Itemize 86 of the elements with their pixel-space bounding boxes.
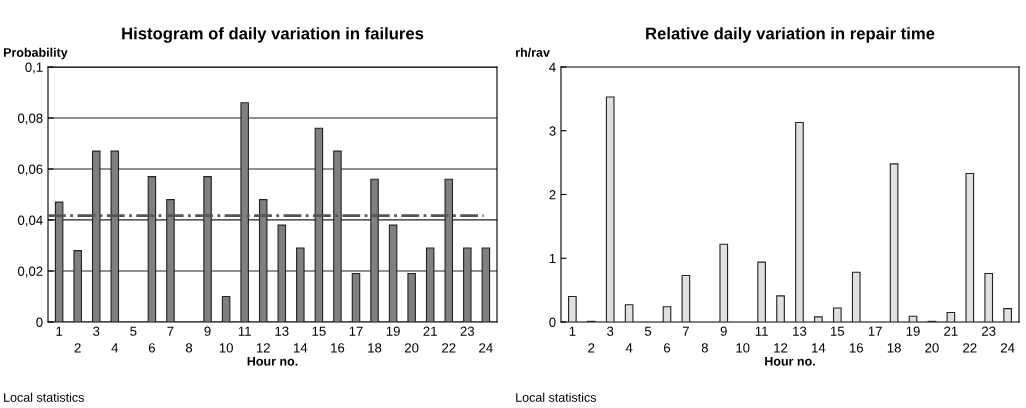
x-tick-label: 3	[607, 326, 614, 336]
y-tick-label: 4	[549, 62, 556, 72]
bar	[662, 306, 672, 322]
y-tick-label: 0,08	[17, 113, 43, 125]
x-axis-title: Hour no.	[247, 356, 298, 366]
bar	[795, 121, 804, 322]
x-tick-label: 14	[294, 343, 308, 353]
bar	[568, 295, 577, 322]
x-tick-label: 10	[219, 343, 233, 353]
x-axis-title: Hour no.	[765, 356, 815, 366]
bar	[624, 304, 634, 322]
x-tick-label: 8	[701, 343, 708, 353]
x-tick-label: 15	[312, 326, 326, 336]
y-tick-label: 0	[549, 317, 556, 327]
x-tick-label: 5	[644, 326, 652, 336]
x-tick-label: 17	[868, 326, 882, 336]
bar	[908, 315, 918, 322]
chart-title: Histogram of daily variation in failures	[122, 27, 424, 43]
x-tick-label: 3	[93, 326, 100, 336]
x-tick-label: 22	[963, 343, 977, 353]
x-tick-label: 15	[830, 326, 845, 336]
bar	[889, 163, 899, 322]
bar	[832, 307, 842, 322]
x-tick-label: 18	[887, 343, 901, 353]
chart-title: Relative daily variation in repair time	[646, 27, 935, 43]
x-tick-label: 16	[331, 343, 345, 353]
y-axis-title: rh/rav	[516, 47, 550, 58]
x-tick-label: 23	[460, 326, 475, 336]
y-tick-label: 0,02	[17, 266, 43, 278]
bar	[776, 295, 785, 322]
x-tick-label: 23	[982, 326, 996, 336]
x-tick-label: 24	[1000, 343, 1015, 353]
bar	[984, 272, 994, 322]
x-tick-label: 9	[204, 326, 211, 336]
bar	[681, 274, 691, 322]
x-tick-label: 14	[812, 343, 826, 353]
x-tick-label: 8	[185, 343, 193, 353]
x-tick-label: 2	[74, 343, 81, 353]
bar	[851, 271, 861, 322]
bar	[719, 243, 729, 322]
y-tick-label: 0,04	[17, 215, 43, 227]
x-tick-label: 11	[238, 326, 251, 336]
bar	[605, 96, 615, 322]
y-tick-label: 1	[549, 253, 556, 264]
y-tick-label: 0	[36, 317, 43, 327]
y-tick-label: 0,1	[25, 62, 43, 74]
x-tick-label: 6	[148, 343, 155, 353]
x-tick-label: 13	[793, 326, 807, 336]
x-tick-label: 21	[423, 326, 437, 336]
x-tick-label: 1	[56, 326, 63, 336]
x-tick-label: 11	[755, 326, 768, 336]
x-tick-label: 17	[349, 326, 363, 336]
y-tick-label: 3	[549, 126, 556, 136]
bar	[965, 172, 975, 322]
y-tick-label: 2	[549, 190, 556, 200]
x-tick-label: 12	[256, 343, 270, 353]
x-tick-label: 5	[130, 326, 137, 336]
x-tick-label: 6	[663, 343, 671, 353]
x-tick-label: 7	[167, 326, 174, 336]
x-tick-label: 1	[569, 326, 576, 336]
x-tick-label: 7	[682, 326, 689, 336]
x-tick-label: 10	[736, 343, 750, 353]
x-tick-label: 20	[925, 343, 939, 353]
x-tick-label: 22	[442, 343, 456, 353]
x-tick-label: 12	[774, 343, 788, 353]
text: Local statistics	[516, 392, 597, 402]
x-tick-label: 2	[588, 343, 595, 353]
x-tick-label: 19	[386, 326, 400, 336]
text: Local statistics	[4, 392, 84, 402]
x-tick-label: 13	[275, 326, 289, 336]
bar	[814, 316, 823, 322]
x-tick-label: 4	[111, 343, 119, 353]
x-tick-label: 21	[944, 326, 958, 336]
x-tick-label: 24	[479, 343, 493, 353]
x-tick-label: 9	[720, 326, 727, 336]
x-tick-label: 18	[368, 343, 382, 353]
bar	[221, 295, 231, 322]
x-tick-label: 20	[404, 343, 419, 353]
y-tick-label: 0,06	[17, 164, 43, 176]
bar	[1003, 308, 1012, 322]
bar	[757, 261, 766, 322]
x-tick-label: 16	[849, 343, 863, 353]
bar	[946, 311, 956, 322]
y-axis-title: Probability	[3, 47, 68, 60]
x-tick-label: 4	[625, 343, 633, 353]
x-tick-label: 19	[906, 326, 920, 336]
